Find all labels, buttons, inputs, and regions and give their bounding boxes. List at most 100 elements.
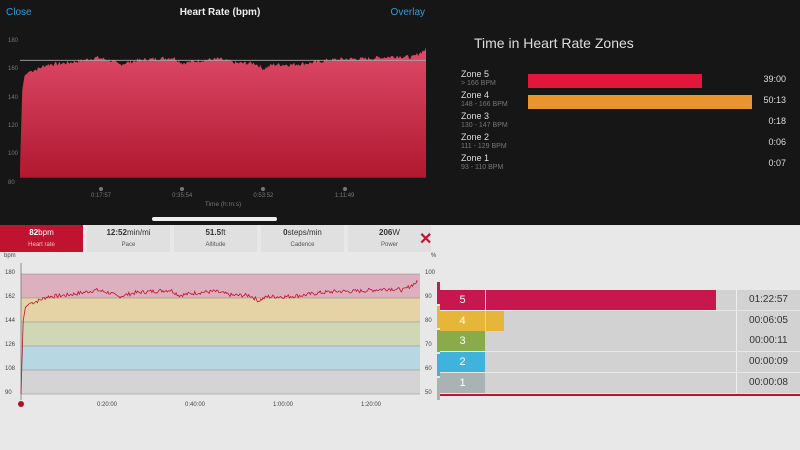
x-axis-label: Time (h:m:s) [204,201,242,208]
chart-title: Heart Rate (bpm) [179,7,261,18]
zone-number: 5 [440,290,485,310]
zone-strip [437,282,440,304]
x-tick-label: 1:20:00 [361,402,382,408]
y2-axis-unit: % [431,253,437,259]
y2-tick-label: 80 [425,318,432,324]
zone-time: 0:18 [768,116,786,126]
metric-number: 0 [283,228,288,237]
bottom-heart-rate-chart-panel: 82bpm Heart rate 12:52min/mi Pace 51.5ft Alti… [0,225,440,450]
metric-tab-cadence[interactable]: 0steps/min Cadence [261,225,344,252]
x-tick-marker [99,187,103,191]
metric-unit: bpm [38,228,54,237]
zone-strip [437,378,440,400]
metric-tab-power[interactable]: 206W Power [348,225,431,252]
x-tick-label: 0:40:00 [185,402,206,408]
time-in-zones-panel: Time in Heart Rate Zones Zone 5 > 166 BPM… [440,0,800,225]
y-tick-label: 80 [8,179,15,186]
metric-tab-pace[interactable]: 12:52min/mi Pace [87,225,170,252]
home-indicator[interactable] [152,217,277,221]
zone-range: 130 - 147 BPM [461,122,508,129]
x-tick-label: 0:20:00 [97,402,118,408]
zone-duration: 00:06:05 [736,310,800,331]
metric-tab-altitude[interactable]: 51.5ft Altitude [174,225,257,252]
x-tick-label: 0:17:57 [90,193,112,199]
heart-rate-area [20,47,426,178]
top-heart-rate-chart-panel: Close Heart Rate (bpm) Overlay 180 160 140… [0,0,440,225]
y2-tick-label: 60 [425,366,432,372]
zone-range: > 166 BPM [461,80,496,87]
close-x-icon[interactable]: ✕ [419,231,433,248]
y-tick-label: 108 [5,366,16,372]
zone-time: 39:00 [763,74,786,84]
metric-label: Power [380,242,398,248]
zone-strip [437,330,440,352]
metric-value: 0steps/min [261,228,344,237]
y2-tick-label: 100 [425,270,436,276]
zone-number: 1 [440,372,485,393]
y-tick-label: 180 [8,38,19,44]
zone-band [21,298,420,322]
metric-tab-heart-rate[interactable]: 82bpm Heart rate [0,225,83,252]
y-tick-label: 126 [5,342,16,348]
zones-title: Time in Heart Rate Zones [474,35,634,51]
zone-band [21,346,420,370]
table-underline [440,394,800,396]
zone-time: 0:07 [768,158,786,168]
metric-label: Altitude [205,242,226,248]
zone-duration: 00:00:08 [736,372,800,393]
metric-value: 12:52min/mi [87,228,170,237]
y-tick-label: 180 [5,270,16,276]
x-tick-label: 0:35:54 [172,193,193,199]
x-tick-marker [342,187,347,191]
zone-name: Zone 1 [461,153,490,163]
zone-table-row: 5 01:22:57 [440,290,800,310]
y-tick-label: 100 [8,151,19,158]
zone-duration-bar [486,290,716,310]
zone-table-row: 1 00:00:08 [440,372,800,393]
metric-label: Cadence [290,242,315,248]
zone-time: 0:06 [768,137,786,147]
metric-label: Heart rate [28,242,55,248]
zone-table-row: 2 00:00:09 [440,352,800,373]
x-tick-marker [180,187,185,191]
zone-bar [528,74,702,88]
zone-table-panel: 5 01:22:57 4 00:06:05 3 00:00:11 2 00:00:09 1 00:… [440,225,800,450]
metric-number: 12:52 [106,228,127,237]
y2-tick-label: 90 [425,294,432,300]
zone-range: 111 - 129 BPM [461,143,507,150]
zone-band [21,274,420,298]
y-tick-label: 162 [5,294,16,300]
metric-number: 82 [29,228,39,237]
heart-rate-area-plot [20,47,426,178]
metric-number: 51.5 [205,228,222,237]
playhead-handle[interactable] [18,401,24,407]
zone-strip [437,306,440,328]
zone-time: 50:13 [763,95,786,105]
heart-rate-line [20,280,418,395]
zone-duration: 00:00:09 [736,352,800,373]
zone-band [21,370,420,394]
heart-rate-zone-plot [18,263,440,407]
zone-duration: 00:00:11 [736,331,800,352]
zone-number: 2 [440,352,485,373]
metric-number: 206 [379,228,393,237]
zone-band [21,322,420,346]
zone-name: Zone 2 [461,132,490,142]
close-button[interactable]: Close [6,7,32,18]
metric-unit: W [392,228,400,237]
y2-tick-label: 70 [425,342,432,348]
metric-unit: steps/min [287,228,322,237]
y-tick-label: 90 [5,390,12,396]
zone-name: Zone 5 [461,69,490,79]
zone-range: 148 - 166 BPM [461,101,508,108]
zone-range: 93 - 110 BPM [461,164,504,171]
metric-value: 82bpm [0,228,83,237]
zone-name: Zone 3 [461,111,490,121]
y-axis-unit: bpm [4,253,16,259]
overlay-button[interactable]: Overlay [390,7,425,18]
zone-name: Zone 4 [461,90,490,100]
x-tick-label: 0:53:52 [253,193,274,199]
y2-tick-label: 50 [425,390,432,396]
y-tick-label: 160 [8,66,19,73]
metric-value: 206W [348,228,431,237]
